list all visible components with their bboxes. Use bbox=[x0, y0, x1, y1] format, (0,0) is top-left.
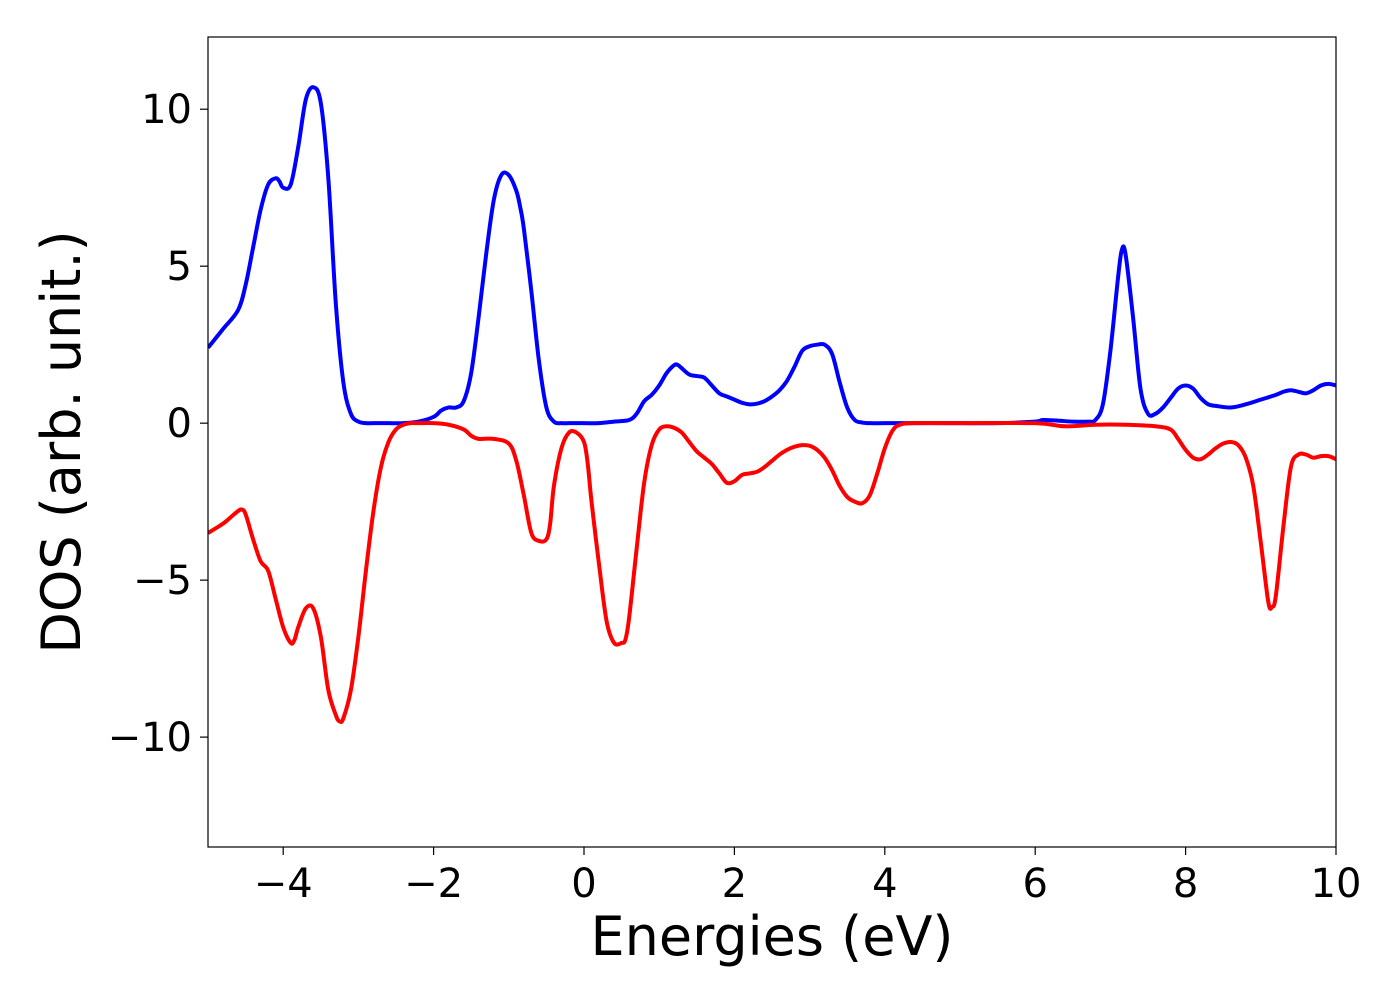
y-axis-label: DOS (arb. unit.) bbox=[30, 230, 93, 653]
y-tick-label: 5 bbox=[167, 244, 192, 290]
y-axis: −10 −5 0 5 10 bbox=[108, 87, 208, 761]
x-tick-label: −4 bbox=[254, 861, 313, 907]
x-tick-label: 6 bbox=[1022, 861, 1047, 907]
x-tick-label: 10 bbox=[1311, 861, 1362, 907]
x-tick-label: 0 bbox=[571, 861, 596, 907]
y-tick-label: 10 bbox=[141, 87, 192, 133]
y-tick-label: −10 bbox=[108, 715, 192, 761]
x-tick-label: 4 bbox=[872, 861, 897, 907]
y-tick-label: 0 bbox=[167, 401, 192, 447]
x-tick-label: −2 bbox=[404, 861, 463, 907]
plot-frame bbox=[207, 36, 1337, 848]
x-tick-label: 8 bbox=[1173, 861, 1198, 907]
series-layer bbox=[208, 85, 1336, 725]
x-tick-label: 2 bbox=[722, 861, 747, 907]
series-line-2 bbox=[208, 420, 1336, 725]
x-axis-label: Energies (eV) bbox=[591, 905, 954, 968]
y-tick-label: −5 bbox=[133, 558, 192, 604]
series-line-1 bbox=[208, 85, 1336, 426]
x-axis: −4 −2 0 2 4 6 8 10 bbox=[254, 847, 1362, 907]
